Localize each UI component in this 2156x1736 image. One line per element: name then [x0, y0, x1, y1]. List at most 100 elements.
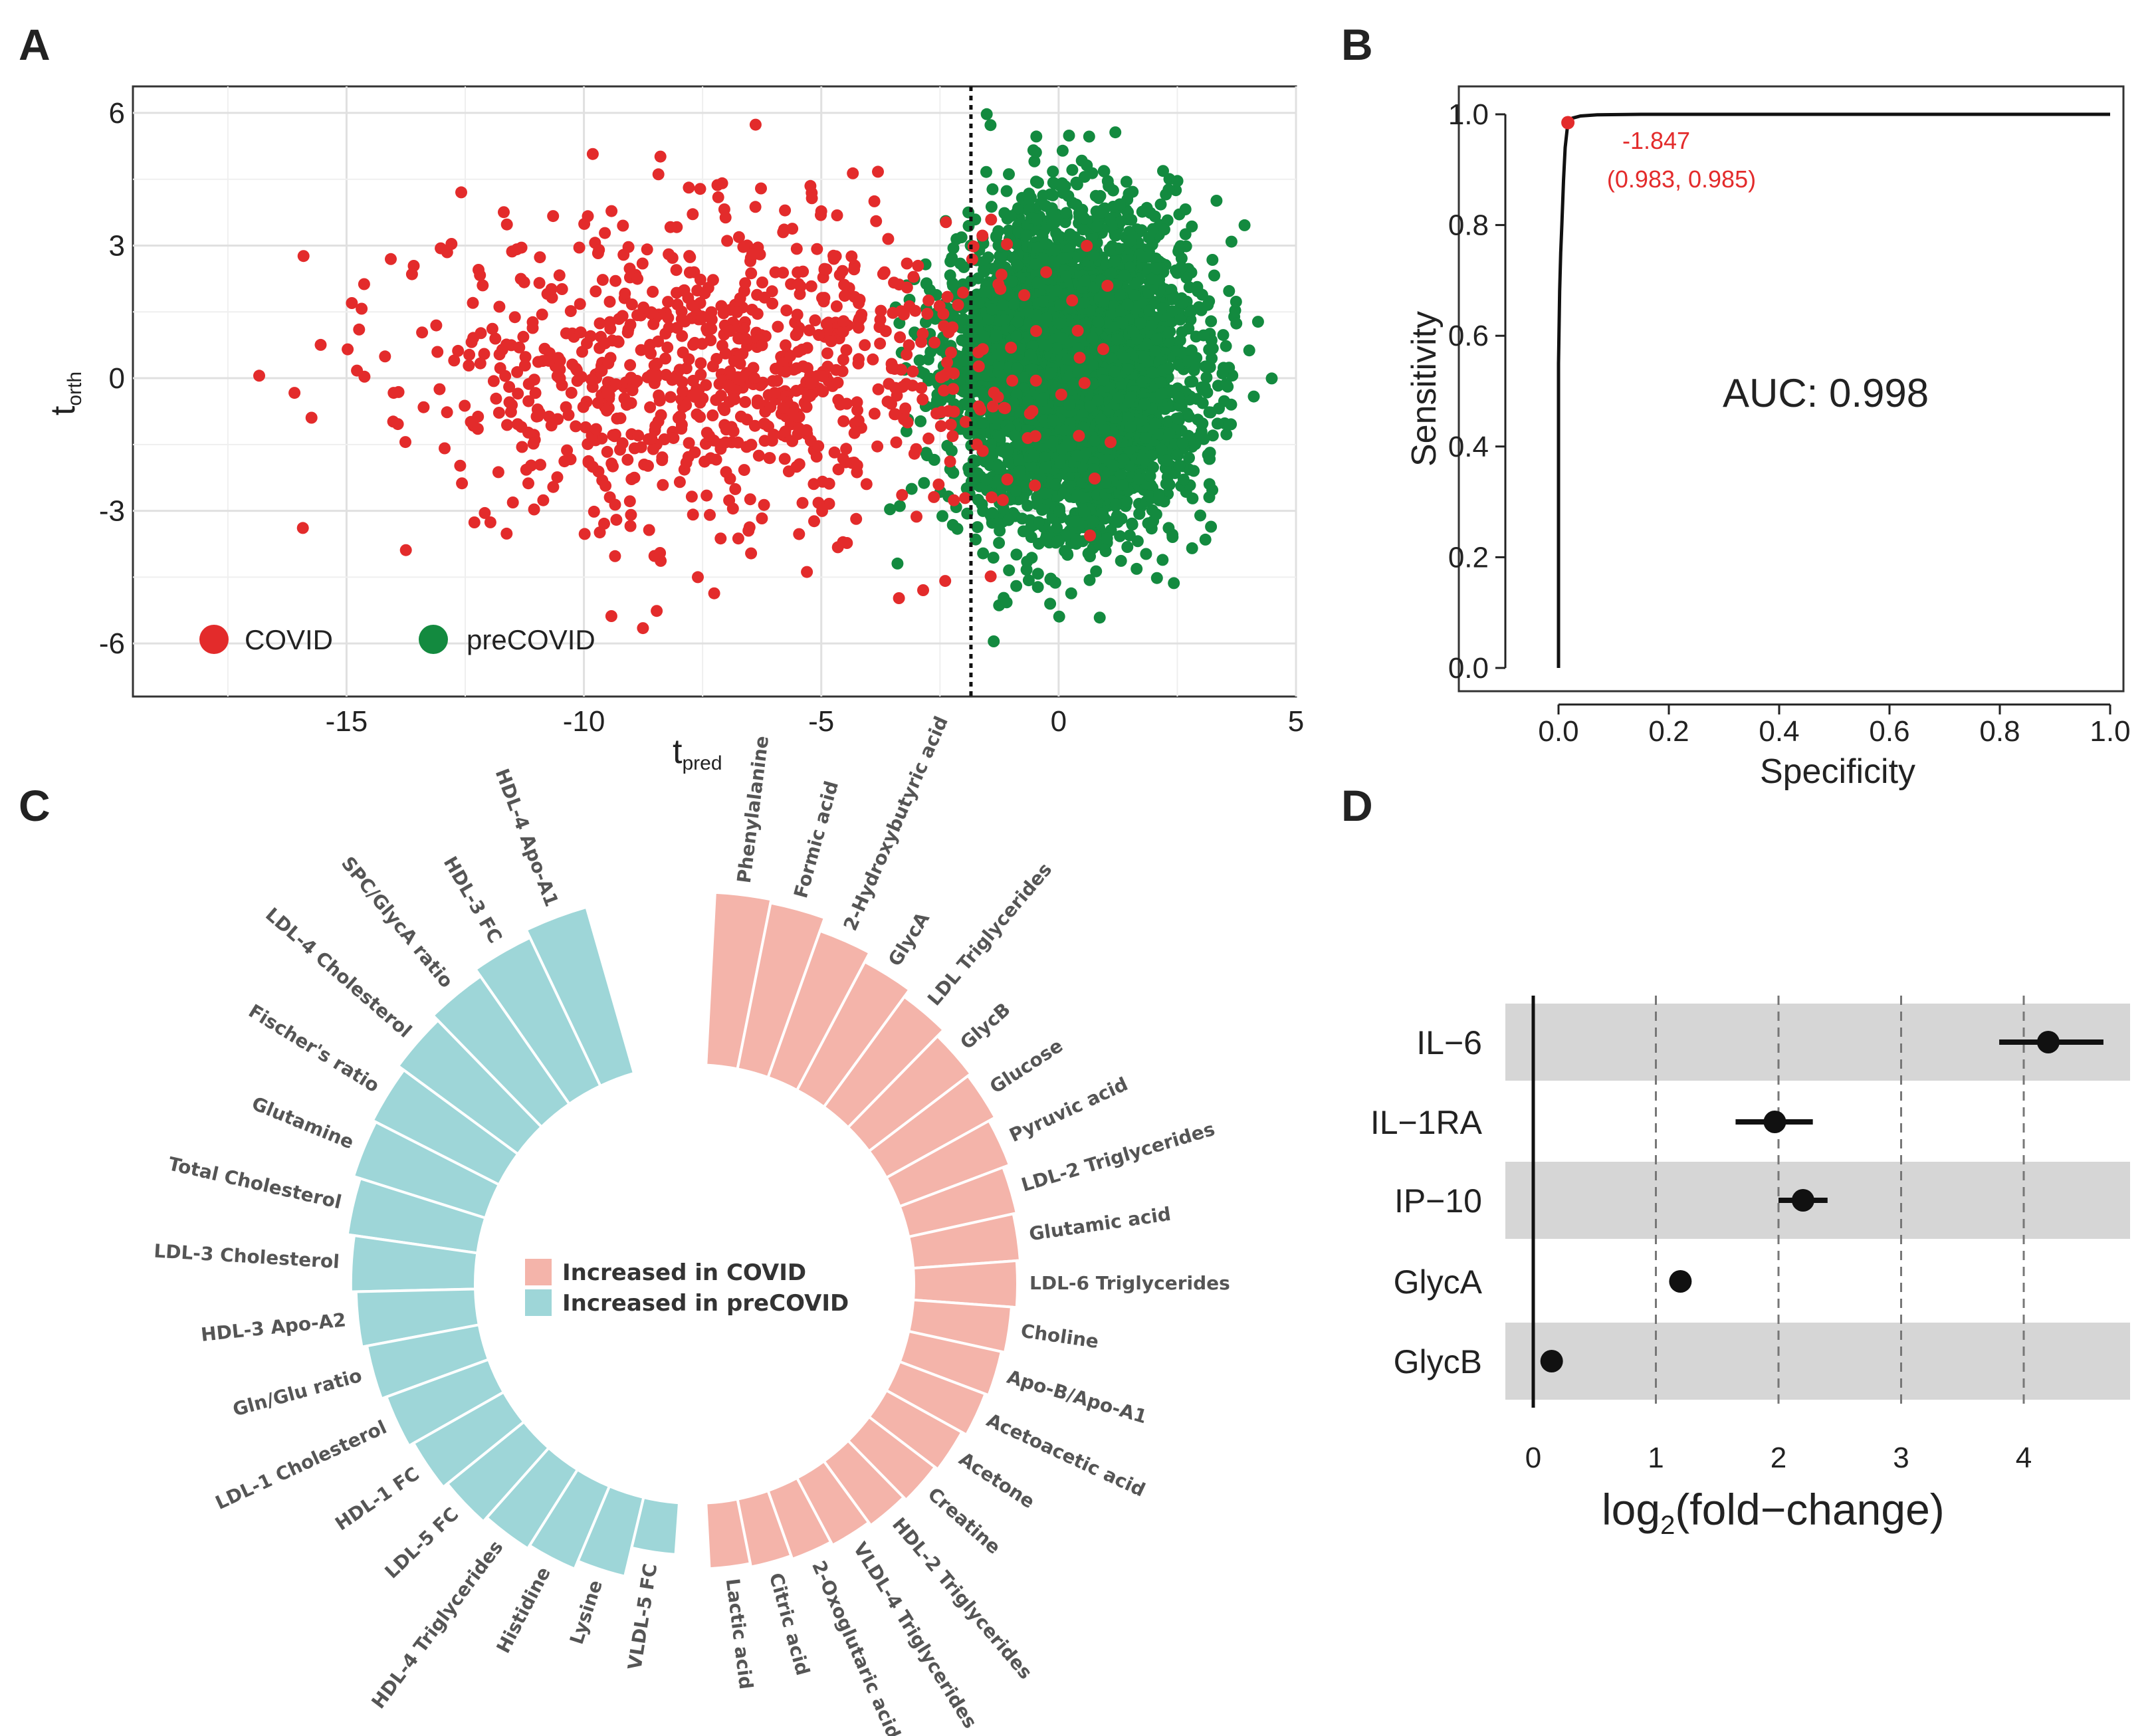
a-point-precovid — [1211, 417, 1224, 430]
a-point-precovid — [891, 557, 904, 570]
a-point-precovid — [996, 350, 1008, 362]
a-point-precovid — [965, 274, 978, 287]
a-point-precovid — [905, 483, 918, 495]
a-point-covid — [564, 305, 577, 318]
a-point-covid — [662, 312, 675, 324]
a-point-precovid — [1140, 548, 1152, 560]
a-point-precovid — [1186, 492, 1199, 504]
a-point-precovid — [1225, 235, 1238, 248]
a-point-precovid — [1148, 210, 1161, 223]
a-point-precovid — [1220, 428, 1233, 441]
a-point-precovid — [1044, 573, 1057, 586]
a-point-precovid — [1143, 304, 1156, 317]
a-point-covid — [623, 263, 636, 275]
a-point-precovid — [1078, 212, 1091, 225]
a-point-precovid — [918, 477, 930, 489]
a-point-precovid — [1057, 487, 1070, 499]
a-point-covid — [748, 419, 761, 432]
a-point-covid — [621, 453, 634, 466]
a-point-precovid — [977, 417, 990, 429]
a-point-precovid — [1208, 269, 1220, 282]
a-point-precovid — [1251, 316, 1264, 328]
a-point-precovid — [1146, 272, 1159, 285]
a-point-precovid — [1117, 317, 1129, 330]
a-point-precovid — [1048, 209, 1061, 221]
a-point-precovid — [957, 313, 970, 326]
a-point-precovid — [1109, 498, 1122, 511]
a-point-covid — [586, 148, 599, 160]
a-point-covid — [683, 250, 696, 263]
a-point-covid — [506, 496, 519, 508]
a-point-covid — [654, 547, 667, 559]
a-point-precovid — [1010, 330, 1022, 343]
a-point-precovid — [1073, 342, 1085, 354]
a-point-precovid — [1057, 252, 1069, 265]
a-point-precovid — [1051, 231, 1064, 243]
a-point-precovid — [1047, 165, 1059, 178]
a-point-precovid — [1095, 413, 1107, 425]
a-point-precovid — [1111, 333, 1123, 346]
a-point-precovid — [1162, 522, 1175, 534]
a-point-covid — [710, 393, 722, 406]
a-point-precovid — [1031, 308, 1043, 321]
a-point-covid — [932, 479, 945, 490]
a-point-precovid — [893, 500, 906, 512]
a-point-precovid — [1225, 398, 1238, 411]
a-point-precovid — [1093, 316, 1105, 328]
a-point-precovid — [1041, 339, 1053, 352]
a-point-precovid — [1114, 530, 1127, 542]
a-point-covid — [1030, 325, 1042, 338]
a-point-precovid — [1087, 378, 1099, 389]
a-point-covid — [790, 243, 803, 255]
a-point-covid — [745, 439, 758, 451]
a-point-precovid — [1146, 449, 1158, 462]
a-point-precovid — [1186, 542, 1198, 554]
a-point-precovid — [1083, 130, 1095, 143]
a-point-precovid — [1199, 533, 1212, 546]
a-point-covid — [459, 399, 471, 412]
a-point-precovid — [1155, 443, 1168, 455]
a-point-precovid — [1171, 412, 1184, 425]
a-point-covid — [808, 515, 820, 528]
a-point-precovid — [1203, 491, 1216, 504]
a-point-covid — [689, 446, 701, 459]
a-point-precovid — [1119, 352, 1131, 364]
a-point-covid — [651, 605, 663, 617]
a-point-precovid — [924, 346, 937, 358]
a-point-precovid — [1200, 371, 1213, 383]
a-point-precovid — [1170, 449, 1183, 461]
a-point-precovid — [1136, 205, 1148, 218]
a-point-precovid — [1012, 202, 1024, 215]
a-point-precovid — [1067, 378, 1080, 390]
a-point-precovid — [1016, 512, 1029, 525]
a-point-precovid — [1090, 565, 1103, 578]
a-point-precovid — [1022, 395, 1034, 407]
a-point-covid — [959, 415, 972, 428]
a-point-covid — [938, 384, 950, 397]
a-point-precovid — [1053, 535, 1065, 548]
a-point-covid — [739, 277, 752, 290]
a-point-covid — [635, 441, 647, 453]
a-point-covid — [889, 408, 902, 421]
a-point-precovid — [1004, 210, 1017, 223]
a-point-precovid — [1061, 548, 1073, 560]
a-point-precovid — [1025, 552, 1038, 564]
a-point-precovid — [1071, 449, 1083, 462]
a-point-precovid — [1037, 502, 1050, 514]
a-point-precovid — [1173, 243, 1186, 255]
a-point-precovid — [1166, 531, 1179, 543]
a-point-covid — [490, 392, 502, 405]
a-point-precovid — [1229, 304, 1241, 317]
a-point-precovid — [1121, 541, 1134, 553]
a-point-precovid — [1163, 479, 1176, 491]
a-point-covid — [399, 436, 411, 449]
a-point-precovid — [1108, 255, 1121, 268]
a-point-precovid — [1062, 435, 1075, 447]
a-point-covid — [603, 296, 616, 308]
a-point-covid — [847, 167, 859, 179]
a-point-covid — [622, 323, 635, 336]
a-point-precovid — [1027, 449, 1040, 462]
a-point-precovid — [1069, 251, 1081, 264]
a-point-precovid — [1158, 223, 1170, 236]
